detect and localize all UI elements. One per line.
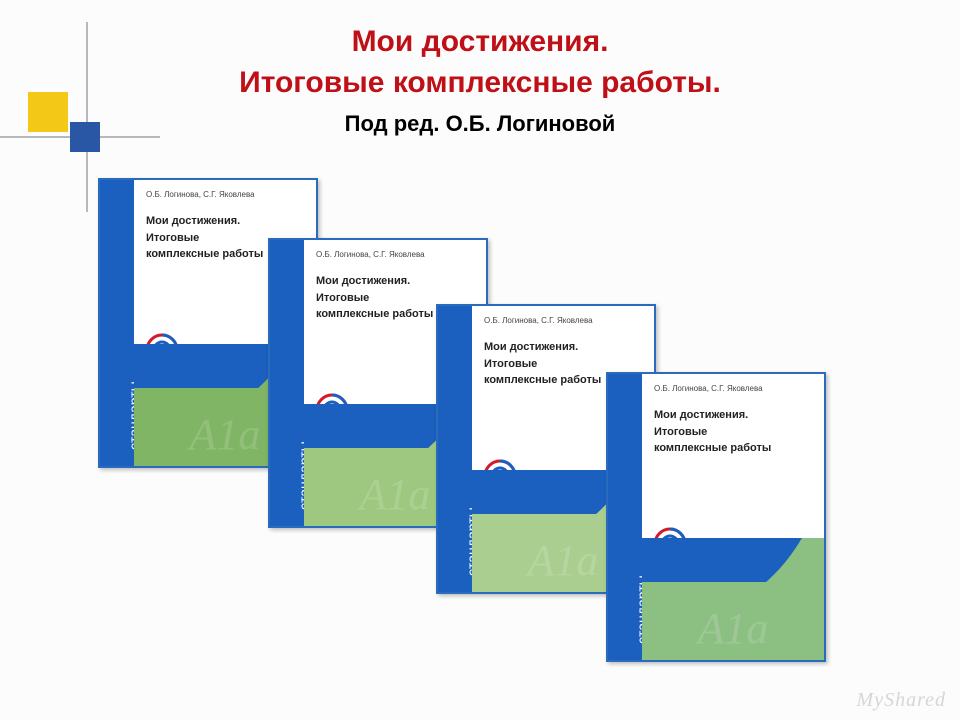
book-covers-group: стандарты второго поколения О.Б. Логинов… (98, 178, 918, 698)
authors: О.Б. Логинова, С.Г. Яковлева (304, 240, 486, 259)
watermark: MyShared (857, 689, 946, 712)
authors: О.Б. Логинова, С.Г. Яковлева (472, 306, 654, 325)
book-spine: стандарты второго поколения (608, 374, 642, 660)
book-spine: стандарты второго поколения (438, 306, 472, 592)
yellow-square (28, 92, 68, 132)
book-cover-4: стандарты второго поколения О.Б. Логинов… (606, 372, 826, 662)
blue-square (70, 122, 100, 152)
book-front: О.Б. Логинова, С.Г. Яковлева Мои достиже… (642, 374, 824, 660)
book-title: Мои достижения.Итоговыекомплексные работ… (642, 393, 824, 457)
book-spine: стандарты второго поколения (100, 180, 134, 466)
title-line-1: Мои достижения. (0, 22, 960, 63)
book-spine: стандарты второго поколения (270, 240, 304, 526)
authors: О.Б. Логинова, С.Г. Яковлева (134, 180, 316, 199)
cover-lower-band: A1a (642, 538, 824, 660)
pattern-icon: A1a (642, 538, 824, 660)
authors: О.Б. Логинова, С.Г. Яковлева (642, 374, 824, 393)
